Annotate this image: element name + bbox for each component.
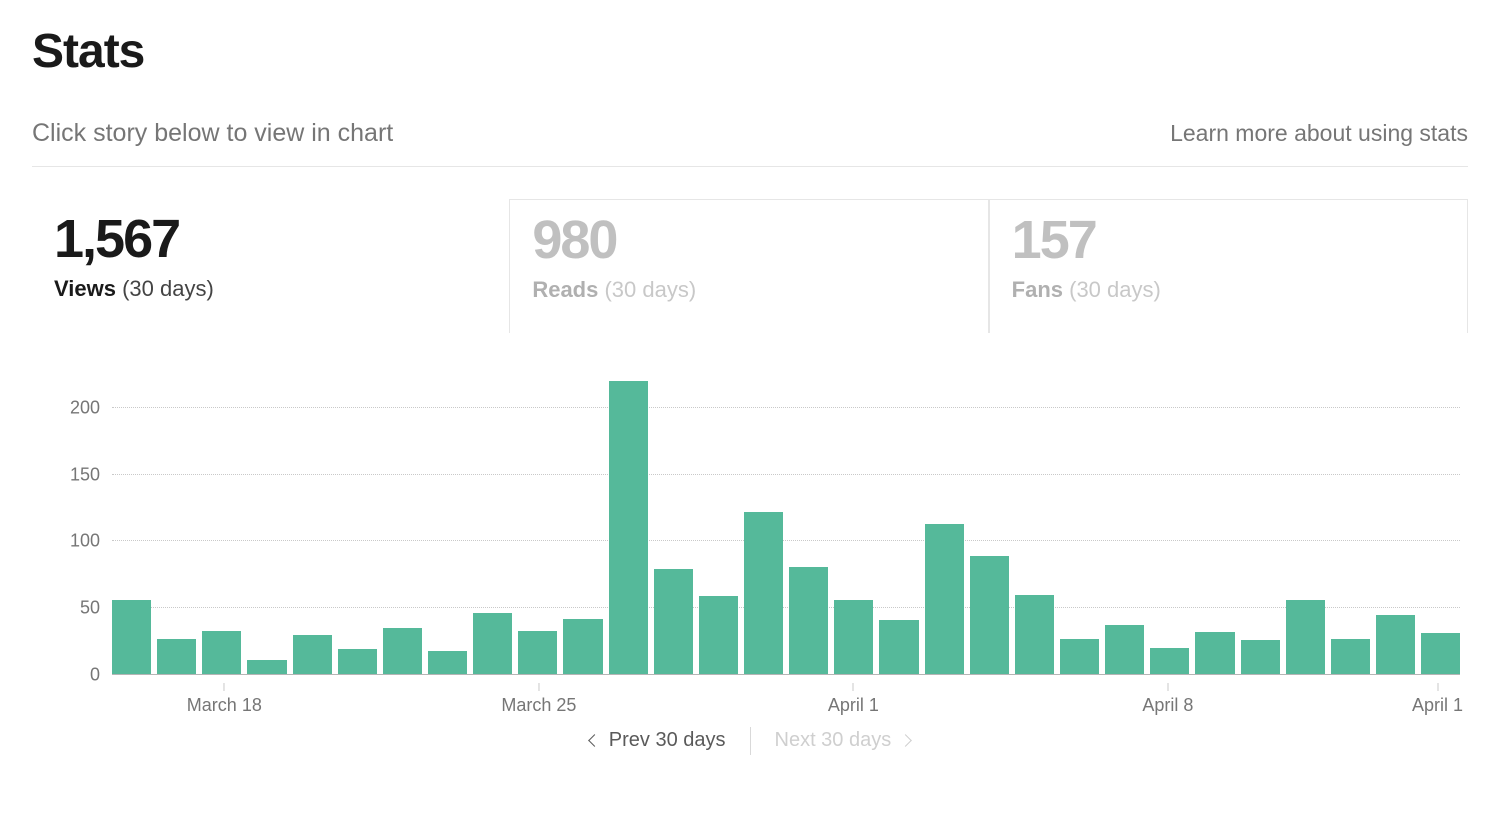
chart-bar[interactable] bbox=[699, 596, 738, 675]
prev-30-days-button[interactable]: Prev 30 days bbox=[590, 729, 726, 752]
chart-bar[interactable] bbox=[744, 512, 783, 675]
chart-bar[interactable] bbox=[1015, 595, 1054, 675]
chart-bar[interactable] bbox=[1376, 615, 1415, 675]
views-chart: 050100150200 March 18March 25April 1Apri… bbox=[32, 375, 1468, 717]
tab-label-row: Reads (30 days) bbox=[532, 277, 965, 303]
chart-plot-area: 050100150200 bbox=[112, 375, 1460, 675]
tab-reads[interactable]: 980 Reads (30 days) bbox=[509, 199, 988, 333]
tab-value: 980 bbox=[532, 212, 965, 269]
x-tick: April 1 bbox=[1412, 683, 1463, 716]
chart-x-axis: March 18 March 25 April 1 April 8 April 1 bbox=[112, 683, 1460, 717]
tab-period: (30 days) bbox=[122, 276, 214, 301]
chart-bar[interactable] bbox=[609, 381, 648, 674]
pager-divider bbox=[750, 727, 751, 755]
x-tick: March 25 bbox=[501, 683, 576, 716]
y-tick-label: 100 bbox=[48, 531, 100, 552]
x-tick: March 18 bbox=[187, 683, 262, 716]
prev-label: Prev 30 days bbox=[609, 729, 726, 752]
tab-views[interactable]: 1,567 Views (30 days) bbox=[32, 199, 509, 333]
x-tick: April 1 bbox=[828, 683, 879, 716]
chart-bar[interactable] bbox=[383, 628, 422, 675]
chart-bar[interactable] bbox=[925, 524, 964, 675]
tab-label: Fans bbox=[1012, 277, 1069, 302]
chart-bars bbox=[112, 375, 1460, 675]
tab-period: (30 days) bbox=[604, 277, 696, 302]
chart-bar[interactable] bbox=[879, 620, 918, 675]
chart-bar[interactable] bbox=[428, 651, 467, 675]
chart-bar[interactable] bbox=[338, 649, 377, 674]
chart-bar[interactable] bbox=[1331, 639, 1370, 675]
subtitle-text: Click story below to view in chart bbox=[32, 119, 393, 148]
chart-bar[interactable] bbox=[970, 556, 1009, 675]
x-tick-mark bbox=[1167, 683, 1168, 691]
metric-tabs: 1,567Views (30 days)980Reads (30 days)15… bbox=[32, 199, 1468, 333]
y-tick-label: 200 bbox=[48, 398, 100, 419]
x-tick: April 8 bbox=[1142, 683, 1193, 716]
page-title: Stats bbox=[32, 24, 1468, 79]
x-tick-label: April 8 bbox=[1142, 695, 1193, 716]
x-tick-mark bbox=[224, 683, 225, 691]
chevron-left-icon bbox=[588, 734, 601, 747]
chart-bar[interactable] bbox=[1150, 648, 1189, 675]
y-tick-label: 150 bbox=[48, 464, 100, 485]
chart-bar[interactable] bbox=[1241, 640, 1280, 675]
chart-bar[interactable] bbox=[473, 613, 512, 674]
chart-bar[interactable] bbox=[157, 639, 196, 675]
chart-bar[interactable] bbox=[1421, 633, 1460, 674]
y-tick-label: 50 bbox=[48, 598, 100, 619]
y-tick-label: 0 bbox=[48, 664, 100, 685]
chart-bar[interactable] bbox=[247, 660, 286, 675]
subheader: Click story below to view in chart Learn… bbox=[32, 119, 1468, 167]
tab-label-row: Fans (30 days) bbox=[1012, 277, 1445, 303]
chart-bar[interactable] bbox=[1060, 639, 1099, 675]
chart-bar[interactable] bbox=[1286, 600, 1325, 675]
tab-fans[interactable]: 157 Fans (30 days) bbox=[989, 199, 1468, 333]
x-tick-mark bbox=[538, 683, 539, 691]
tab-value: 157 bbox=[1012, 212, 1445, 269]
x-tick-label: March 18 bbox=[187, 695, 262, 716]
date-pager: Prev 30 days Next 30 days bbox=[32, 727, 1468, 755]
chart-bar[interactable] bbox=[789, 567, 828, 675]
x-tick-mark bbox=[1437, 683, 1438, 691]
chart-bar[interactable] bbox=[834, 600, 873, 675]
x-tick-label: April 1 bbox=[1412, 695, 1463, 716]
chart-bar[interactable] bbox=[563, 619, 602, 675]
chart-baseline bbox=[112, 674, 1460, 675]
next-label: Next 30 days bbox=[775, 729, 892, 752]
learn-more-link[interactable]: Learn more about using stats bbox=[1170, 120, 1468, 147]
chart-bar[interactable] bbox=[1195, 632, 1234, 675]
x-tick-label: March 25 bbox=[501, 695, 576, 716]
tab-label: Reads bbox=[532, 277, 604, 302]
x-tick-mark bbox=[853, 683, 854, 691]
x-tick-label: April 1 bbox=[828, 695, 879, 716]
chart-bar[interactable] bbox=[112, 600, 151, 675]
tab-value: 1,567 bbox=[54, 211, 487, 268]
chevron-right-icon bbox=[899, 734, 912, 747]
chart-bar[interactable] bbox=[518, 631, 557, 675]
tab-label: Views bbox=[54, 276, 122, 301]
next-30-days-button[interactable]: Next 30 days bbox=[775, 729, 911, 752]
tab-label-row: Views (30 days) bbox=[54, 276, 487, 302]
chart-bar[interactable] bbox=[202, 631, 241, 675]
tab-period: (30 days) bbox=[1069, 277, 1161, 302]
chart-bar[interactable] bbox=[293, 635, 332, 675]
chart-bar[interactable] bbox=[1105, 625, 1144, 674]
chart-bar[interactable] bbox=[654, 569, 693, 674]
